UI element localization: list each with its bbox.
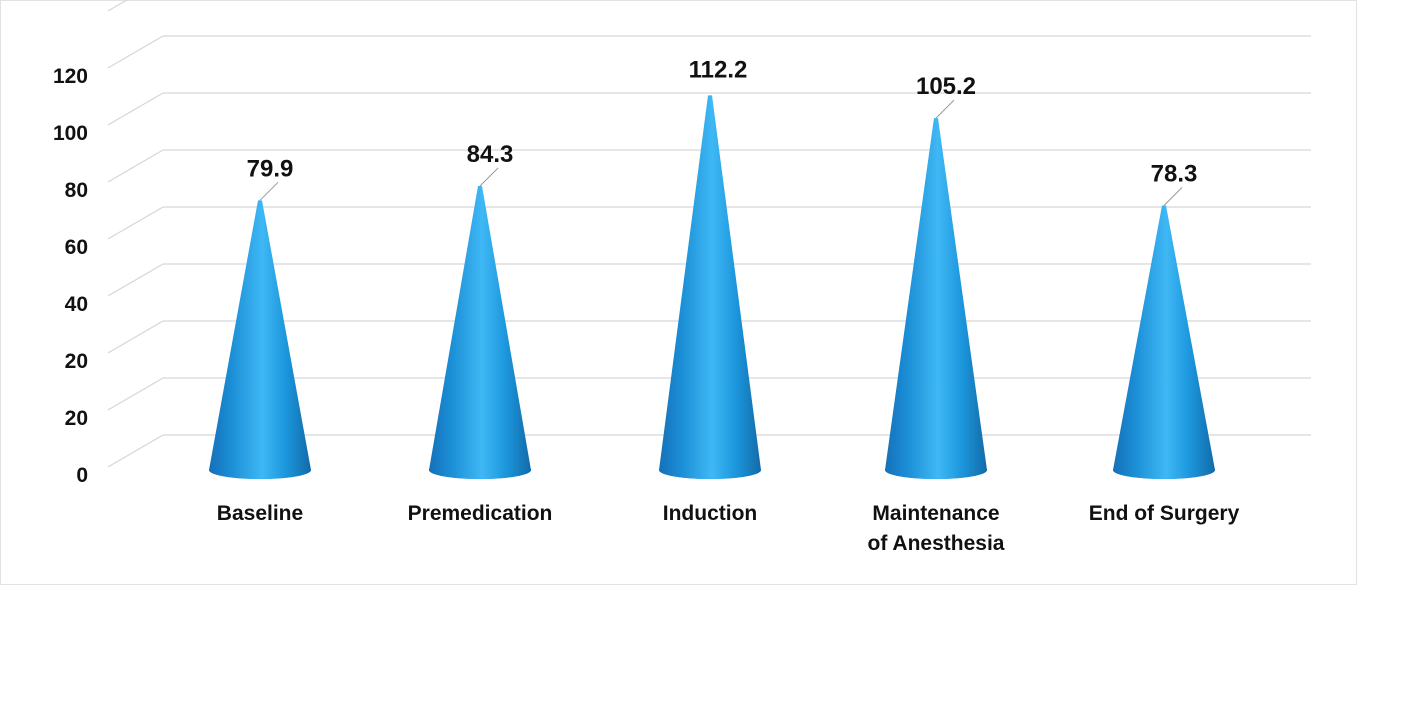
category-label: End of Surgery <box>1089 502 1240 525</box>
category-label: Premedication <box>408 502 553 525</box>
data-label-leaders <box>259 99 1183 206</box>
y-tick-label: 100 <box>53 122 88 145</box>
chart-frame <box>0 0 1357 585</box>
data-labels: 79.9 84.3 112.2 105.2 78.3 <box>247 56 1198 187</box>
y-tick-label: 60 <box>65 236 88 259</box>
gridline-side <box>107 149 164 183</box>
data-label: 79.9 <box>247 155 294 182</box>
data-label-leader <box>935 99 955 119</box>
data-label-leader <box>259 181 279 201</box>
data-label: 105.2 <box>916 73 976 100</box>
gridline-side <box>107 320 164 354</box>
y-tick-label: 80 <box>65 179 88 202</box>
data-label: 84.3 <box>467 141 514 168</box>
gridline-side <box>107 434 164 468</box>
cone-body <box>209 200 311 479</box>
cone-bar <box>885 118 987 479</box>
y-tick-label: 20 <box>65 407 88 430</box>
y-tick-label: 40 <box>65 293 88 316</box>
data-label: 78.3 <box>1151 161 1198 188</box>
category-labels: Baseline Premedication Induction Maintenanc… <box>217 502 1240 555</box>
cone-body <box>885 118 987 479</box>
category-label: Induction <box>663 502 757 525</box>
data-label-leader <box>1163 187 1183 206</box>
gridline-side <box>107 263 164 297</box>
gridline-side <box>107 206 164 240</box>
y-tick-label: 120 <box>53 65 88 88</box>
gridline-side <box>107 0 129 12</box>
cone-body <box>1113 205 1215 479</box>
data-label: 112.2 <box>689 56 748 83</box>
cone-body <box>429 186 531 479</box>
cone-bar <box>209 200 311 479</box>
gridline-side <box>107 377 164 411</box>
y-tick-label: 20 <box>65 350 88 373</box>
category-label: Maintenance of Anesthesia <box>868 502 1005 555</box>
cone-bar <box>1113 205 1215 479</box>
gridline-side <box>107 35 164 69</box>
cone-bar <box>659 95 761 479</box>
y-tick-label: 0 <box>76 464 88 487</box>
y-axis-tick-labels: 0 20 20 40 60 80 100 120 <box>53 65 88 487</box>
cone-body <box>659 95 761 479</box>
cones <box>209 95 1215 479</box>
cone-bar <box>429 186 531 479</box>
data-label-leader <box>479 167 499 187</box>
gridline-side <box>107 92 164 126</box>
category-label: Baseline <box>217 502 303 525</box>
